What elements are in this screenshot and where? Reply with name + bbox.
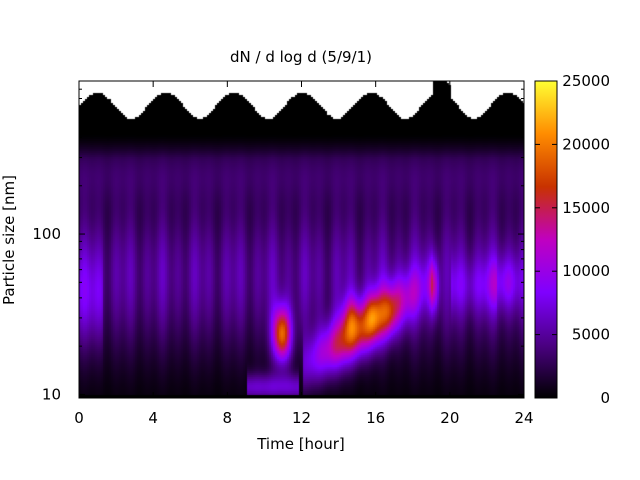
heatmap-image [79,81,524,398]
chart-title: dN / d log d (5/9/1) [230,48,372,66]
colorbar-tick-label: 10000 [562,262,610,280]
y-tick-label: 10 [42,385,61,403]
y-tick-label: 100 [32,225,61,243]
colorbar-tick-label: 25000 [562,72,610,90]
x-tick-label: 4 [148,409,158,427]
colorbar-gradient [534,80,558,399]
y-axis-label: Particle size [nm] [0,175,18,305]
x-tick-label: 8 [223,409,233,427]
colorbar-tick-label: 5000 [572,326,610,344]
x-axis-label: Time [hour] [256,435,345,453]
colorbar-tick-label: 15000 [562,199,610,217]
x-tick-label: 12 [292,409,311,427]
colorbar-tick-label: 20000 [562,135,610,153]
x-tick-label: 20 [440,409,459,427]
colorbar: 0 5000 10000 15000 20000 25000 [534,72,610,407]
y-axis: 10 100 [32,88,524,403]
x-axis: 0 4 8 12 16 20 24 [74,81,534,427]
colorbar-tick-label: 0 [600,389,610,407]
plot-area [79,81,524,398]
x-tick-label: 0 [74,409,84,427]
x-tick-label: 24 [514,409,533,427]
x-tick-label: 16 [366,409,385,427]
